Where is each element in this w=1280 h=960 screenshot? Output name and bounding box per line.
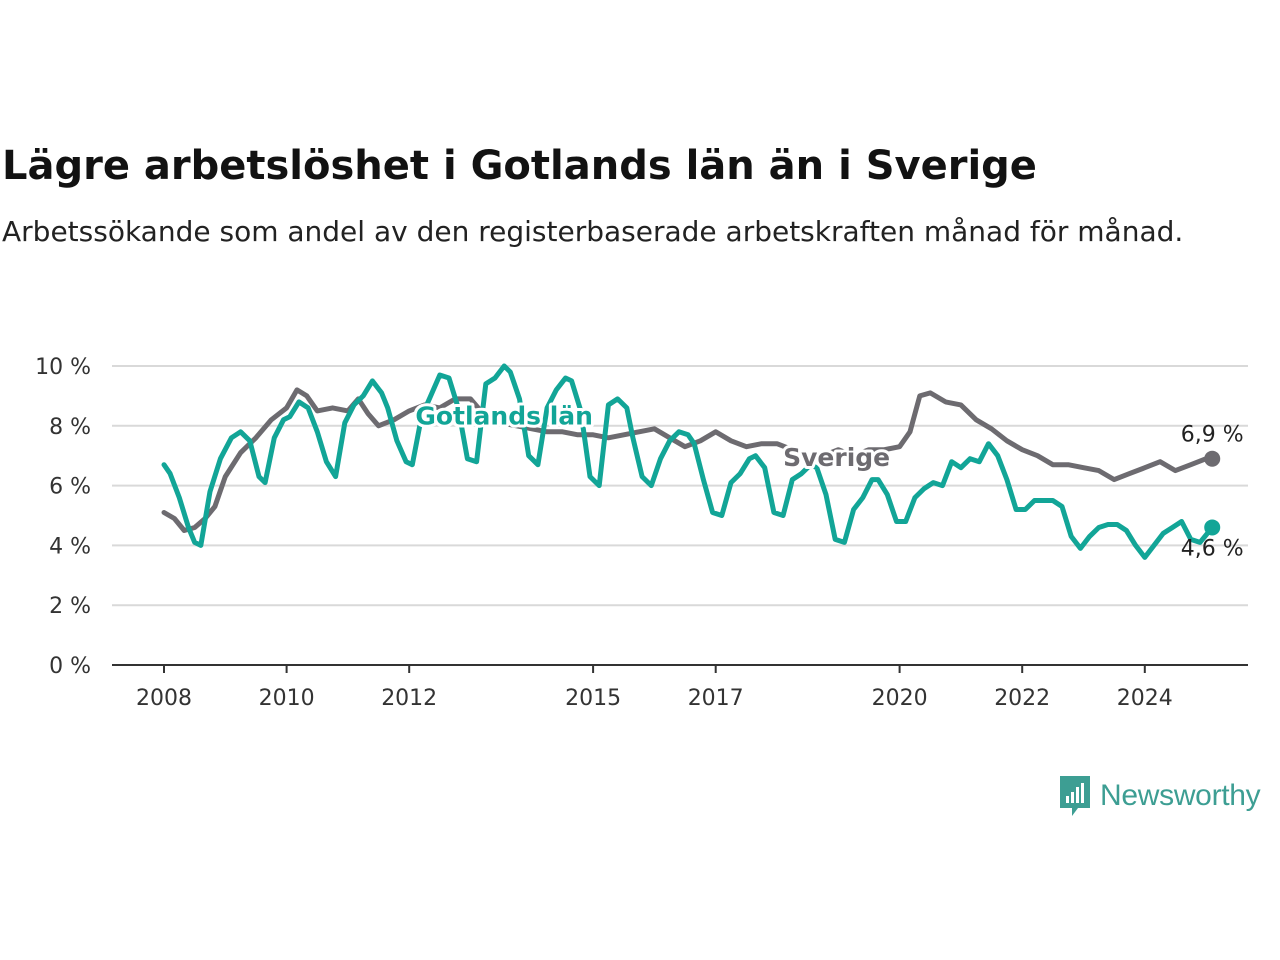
end-marker-sverige bbox=[1204, 450, 1221, 467]
y-tick-label: 0 % bbox=[49, 654, 91, 679]
x-tick-label: 2020 bbox=[872, 686, 928, 711]
brand-logo: Newsworthy bbox=[1058, 774, 1261, 818]
y-axis-ticks: 0 % 2 % 4 % 6 % 8 % 10 % bbox=[35, 355, 91, 679]
chart-title: Lägre arbetslöshet i Gotlands län än i S… bbox=[2, 143, 1037, 189]
newsworthy-logo-icon bbox=[1060, 776, 1090, 816]
x-axis-ticks: 2008 2010 2012 2015 2017 2020 2022 2024 bbox=[136, 665, 1173, 711]
x-tick-label: 2010 bbox=[259, 686, 315, 711]
y-tick-label: 8 % bbox=[49, 415, 91, 440]
series-lines bbox=[161, 363, 1221, 560]
series-label-gotland: Gotlands län bbox=[415, 401, 593, 430]
x-tick-label: 2017 bbox=[688, 686, 744, 711]
end-marker-gotland bbox=[1204, 519, 1221, 536]
x-tick-label: 2012 bbox=[381, 686, 437, 711]
series-line-gotland bbox=[161, 363, 1215, 560]
y-tick-label: 10 % bbox=[35, 355, 91, 380]
series-labels: Gotlands län Sverige 6,9 % 4,6 % bbox=[412, 398, 1244, 561]
y-tick-label: 4 % bbox=[49, 534, 91, 559]
series-label-sverige: Sverige bbox=[783, 443, 890, 472]
end-value-label-gotland: 4,6 % bbox=[1181, 536, 1244, 561]
chart-subtitle: Arbetssökande som andel av den registerb… bbox=[2, 215, 1184, 248]
x-tick-label: 2015 bbox=[565, 686, 621, 711]
y-tick-label: 2 % bbox=[49, 594, 91, 619]
end-value-label-sverige: 6,9 % bbox=[1181, 423, 1244, 448]
x-tick-label: 2022 bbox=[994, 686, 1050, 711]
x-tick-label: 2024 bbox=[1117, 686, 1173, 711]
series-line-sverige bbox=[161, 387, 1215, 533]
brand-name: Newsworthy bbox=[1100, 779, 1261, 812]
grid-lines bbox=[112, 365, 1248, 607]
x-tick-label: 2008 bbox=[136, 686, 192, 711]
y-tick-label: 6 % bbox=[49, 475, 91, 500]
